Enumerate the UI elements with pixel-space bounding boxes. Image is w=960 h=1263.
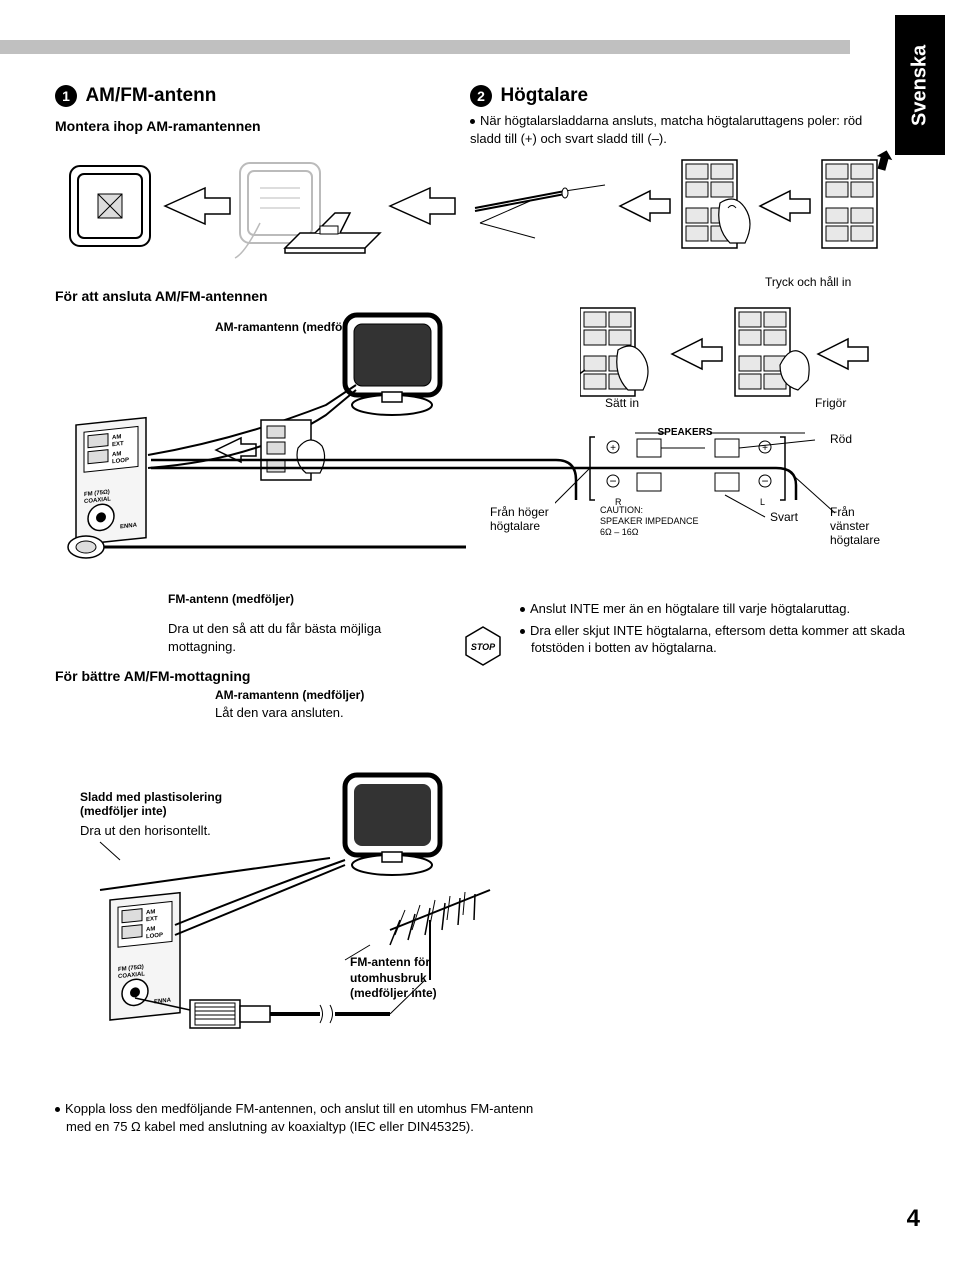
fm-outdoor-label: FM-antenn för utomhusbruk (medföljer int…	[350, 955, 437, 1002]
fran-hoger-label: Från höger högtalare	[490, 505, 549, 533]
svg-text:EXT: EXT	[112, 441, 124, 448]
tryck-label: Tryck och håll in	[765, 275, 851, 289]
stop-icon: STOP	[462, 625, 504, 667]
fo3: (medföljer inte)	[350, 986, 437, 1000]
section-1-title: AM/FM-antenn	[85, 85, 216, 106]
bullet-1: 1	[55, 85, 77, 107]
fo1: FM-antenn för	[350, 955, 430, 969]
fran-vanster-label: Från vänster högtalare	[830, 505, 880, 547]
si1: Anslut INTE mer än en högtalare till var…	[530, 601, 850, 616]
svg-text:STOP: STOP	[471, 642, 496, 652]
svg-text:L: L	[760, 497, 765, 507]
section-1-subtitle: Montera ihop AM-ramantennen	[55, 118, 261, 134]
connect-antenna-heading: För att ansluta AM/FM-antennen	[55, 288, 268, 304]
koppla-span: Koppla loss den medföljande FM-antennen,…	[65, 1101, 533, 1134]
outdoor-antenna-diagram: AM EXT AM LOOP FM (75Ω) COAXIAL ENNA	[60, 760, 570, 1060]
section-2-title: Högtalare	[500, 85, 588, 106]
svg-text:+: +	[610, 443, 616, 454]
lat-den-text: Låt den vara ansluten.	[215, 704, 344, 722]
fm-antenn-supplied-label: FM-antenn (medföljer)	[168, 592, 294, 606]
diagram-row-1	[30, 148, 930, 268]
svg-text:−: −	[609, 474, 616, 488]
fo2: utomhusbruk	[350, 971, 427, 985]
c2: SPEAKER IMPEDANCE	[600, 516, 699, 526]
stop-warning-list: Anslut INTE mer än en högtalare till var…	[520, 600, 915, 661]
dra-ut-text: Dra ut den så att du får bästa möjliga m…	[168, 620, 428, 655]
speakers-text: SPEAKERS	[657, 427, 712, 438]
caution-text: CAUTION: SPEAKER IMPEDANCE 6Ω – 16Ω	[600, 505, 699, 537]
page-number: 4	[907, 1205, 920, 1233]
c3: 6Ω – 16Ω	[600, 527, 638, 537]
svg-text:−: −	[761, 474, 768, 488]
assembly-diagram-svg	[30, 148, 930, 268]
better-reception-heading: För bättre AM/FM-mottagning	[55, 668, 250, 684]
rod-label: Röd	[830, 432, 852, 446]
si2: Dra eller skjut INTE högtalarna, efterso…	[530, 623, 905, 656]
section-2-header: 2 Högtalare	[470, 85, 588, 107]
c1: CAUTION:	[600, 505, 643, 515]
stop-item-1: Anslut INTE mer än en högtalare till var…	[520, 600, 915, 618]
svg-text:EXT: EXT	[146, 916, 158, 923]
fv-2: vänster	[830, 519, 869, 533]
am-ram-2-label: AM-ramantenn (medföljer)	[215, 688, 364, 702]
stop-item-2: Dra eller skjut INTE högtalarna, efterso…	[520, 622, 915, 657]
section-1-header: 1 AM/FM-antenn	[55, 85, 216, 107]
svg-text:AM: AM	[112, 451, 121, 458]
header-gray-bar	[0, 40, 850, 54]
fh-1: Från höger	[490, 505, 549, 519]
svg-text:AM: AM	[112, 434, 121, 441]
svg-text:AM: AM	[146, 926, 155, 933]
svg-text:AM: AM	[146, 909, 155, 916]
section-2-body-span: När högtalarsladdarna ansluts, matcha hö…	[470, 113, 862, 146]
fh-2: högtalare	[490, 519, 540, 533]
fv-3: högtalare	[830, 533, 880, 547]
language-tab: Svenska	[895, 15, 945, 155]
koppla-text: Koppla loss den medföljande FM-antennen,…	[55, 1100, 535, 1135]
bullet-2: 2	[470, 85, 492, 107]
fv-1: Från	[830, 505, 855, 519]
section-2-body-text: När högtalarsladdarna ansluts, matcha hö…	[470, 112, 890, 147]
svart-label: Svart	[770, 510, 798, 524]
